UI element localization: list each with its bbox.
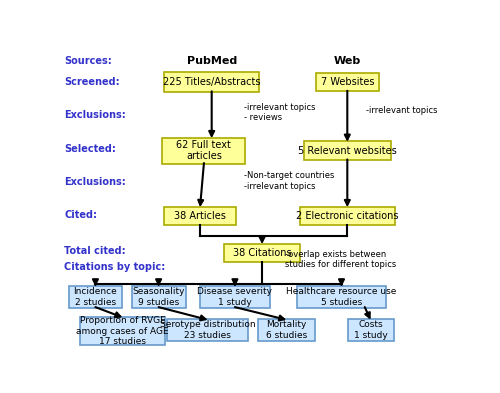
Text: -overlap exists between
studies for different topics: -overlap exists between studies for diff…	[286, 250, 397, 269]
Text: -irrelevant topics
- reviews: -irrelevant topics - reviews	[244, 103, 316, 122]
Text: -Non-target countries
-irrelevant topics: -Non-target countries -irrelevant topics	[244, 171, 334, 191]
Text: 38 Articles: 38 Articles	[174, 211, 226, 221]
Text: Exclusions:: Exclusions:	[64, 177, 126, 187]
FancyBboxPatch shape	[304, 141, 390, 160]
FancyBboxPatch shape	[132, 286, 186, 308]
Text: -irrelevant topics: -irrelevant topics	[366, 106, 437, 115]
Text: 2 Electronic citations: 2 Electronic citations	[296, 211, 398, 221]
FancyBboxPatch shape	[68, 286, 122, 308]
Text: Total cited:: Total cited:	[64, 246, 126, 256]
Text: Costs
1 study: Costs 1 study	[354, 320, 388, 340]
FancyBboxPatch shape	[348, 319, 394, 341]
Text: Seasonality
9 studies: Seasonality 9 studies	[132, 287, 185, 307]
FancyBboxPatch shape	[164, 207, 236, 226]
FancyBboxPatch shape	[297, 286, 386, 308]
Text: Cited:: Cited:	[64, 210, 98, 220]
FancyBboxPatch shape	[164, 72, 259, 92]
FancyBboxPatch shape	[224, 244, 300, 262]
FancyBboxPatch shape	[300, 207, 394, 226]
Text: 38 Citations: 38 Citations	[233, 248, 292, 258]
FancyBboxPatch shape	[258, 319, 316, 341]
Text: 5 Relevant websites: 5 Relevant websites	[298, 146, 396, 156]
Text: Disease severity
1 study: Disease severity 1 study	[198, 287, 272, 307]
Text: Selected:: Selected:	[64, 143, 116, 154]
FancyBboxPatch shape	[168, 319, 248, 341]
Text: Web: Web	[334, 56, 361, 66]
Text: 7 Websites: 7 Websites	[320, 77, 374, 87]
FancyBboxPatch shape	[80, 317, 165, 345]
Text: Healthcare resource use
5 studies: Healthcare resource use 5 studies	[286, 287, 397, 307]
Text: Incidence
2 studies: Incidence 2 studies	[74, 287, 118, 307]
Text: Screened:: Screened:	[64, 77, 120, 87]
FancyBboxPatch shape	[200, 286, 270, 308]
Text: Sources:: Sources:	[64, 56, 112, 66]
Text: Citations by topic:: Citations by topic:	[64, 262, 166, 272]
Text: Mortality
6 studies: Mortality 6 studies	[266, 320, 307, 340]
Text: 225 Titles/Abstracts: 225 Titles/Abstracts	[163, 77, 260, 87]
Text: Serotype distribution
23 studies: Serotype distribution 23 studies	[160, 320, 256, 340]
Text: Exclusions:: Exclusions:	[64, 110, 126, 120]
Text: 62 Full text
articles: 62 Full text articles	[176, 140, 232, 162]
Text: PubMed: PubMed	[186, 56, 237, 66]
Text: Proportion of RVGE
among cases of AGE
17 studies: Proportion of RVGE among cases of AGE 17…	[76, 316, 169, 346]
FancyBboxPatch shape	[316, 73, 379, 91]
FancyBboxPatch shape	[162, 138, 246, 163]
